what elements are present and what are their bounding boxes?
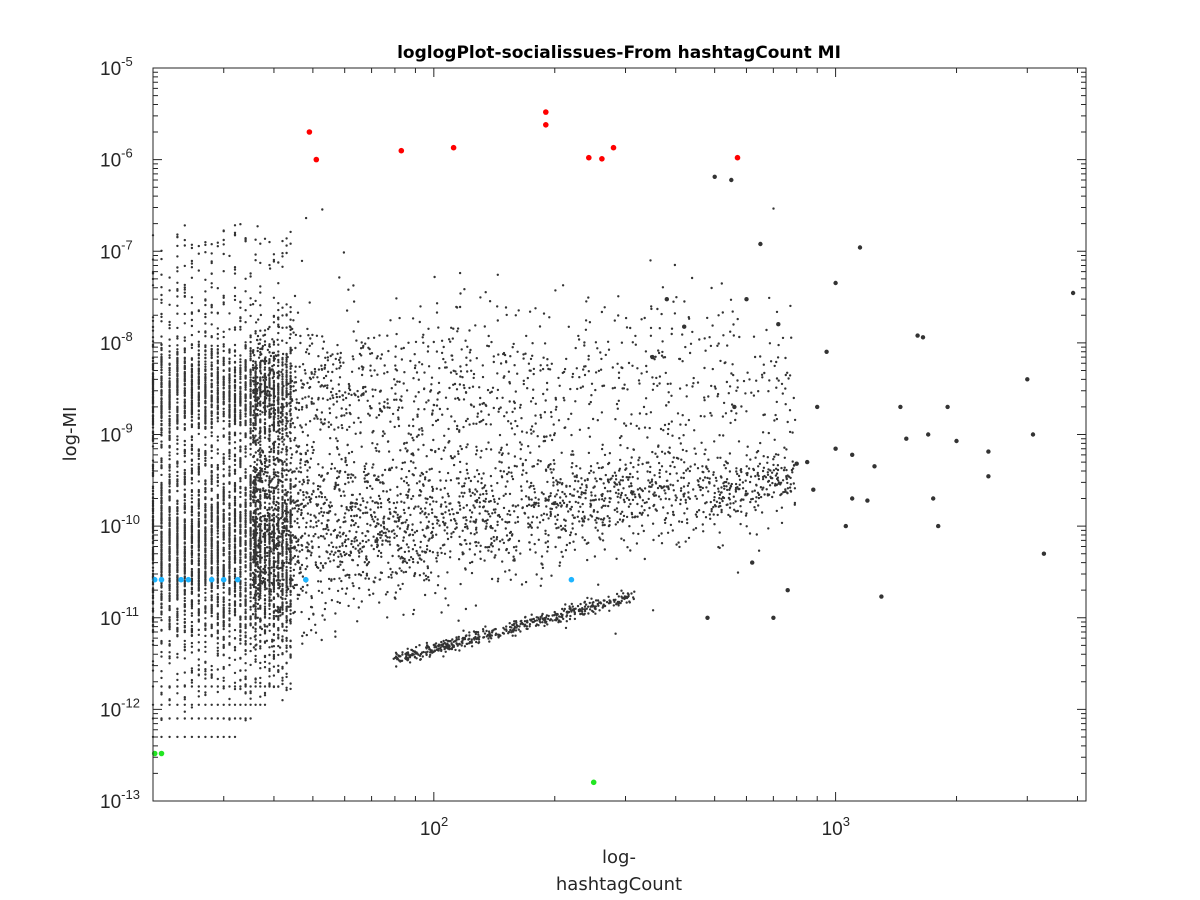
data-point xyxy=(543,122,549,128)
y-tick-label: 10-7 xyxy=(100,237,133,263)
data-point xyxy=(776,322,781,327)
data-point xyxy=(926,432,931,437)
data-point xyxy=(450,144,457,151)
data-point xyxy=(805,459,810,465)
data-point xyxy=(208,576,215,583)
data-point xyxy=(599,156,605,162)
data-point xyxy=(220,576,227,583)
x-axis-label-line-2: hashtagCount xyxy=(556,874,682,895)
data-point xyxy=(811,487,816,492)
data-point xyxy=(1041,551,1047,556)
data-point xyxy=(758,241,763,247)
y-axis-label: log-MI xyxy=(60,407,81,462)
data-point xyxy=(650,354,655,360)
y-tick-label: 10-12 xyxy=(100,695,140,721)
data-point xyxy=(750,560,755,565)
data-point xyxy=(904,436,909,441)
axis-ticks xyxy=(152,67,1086,802)
data-point xyxy=(158,750,165,757)
axis-tick-labels: 10-13 10-12 10-11 10-10 10-9 10-8 10-7 10-6 10-5… xyxy=(100,54,850,840)
x-axis-label-line-1: log- xyxy=(602,847,636,868)
x-tick-label: 102 xyxy=(420,814,448,840)
data-point xyxy=(744,297,749,302)
data-point xyxy=(705,615,710,620)
data-point xyxy=(185,576,192,583)
data-point xyxy=(178,576,184,583)
data-point xyxy=(936,523,941,529)
data-point xyxy=(931,496,936,501)
data-point xyxy=(920,335,926,340)
data-point xyxy=(234,576,241,583)
data-point xyxy=(945,404,950,410)
data-point xyxy=(833,280,838,286)
plot-area xyxy=(153,68,1086,801)
data-point xyxy=(1025,377,1030,382)
data-point xyxy=(732,404,737,410)
y-tick-label: 10-10 xyxy=(100,512,140,538)
scatter-points xyxy=(151,109,1076,786)
y-tick-label: 10-13 xyxy=(100,787,140,813)
data-point xyxy=(824,349,829,354)
data-point xyxy=(543,109,549,115)
data-point xyxy=(850,496,855,501)
x-tick-label: 103 xyxy=(822,814,850,840)
data-point xyxy=(865,498,870,503)
data-point xyxy=(313,156,320,163)
data-point xyxy=(1070,290,1076,296)
data-point xyxy=(586,154,592,161)
data-point xyxy=(610,144,617,151)
y-tick-label: 10-9 xyxy=(100,421,133,447)
data-point xyxy=(843,523,848,529)
data-point xyxy=(879,594,884,599)
y-tick-label: 10-8 xyxy=(100,329,133,355)
data-point xyxy=(306,129,313,135)
data-point xyxy=(590,779,597,786)
data-point xyxy=(857,245,863,250)
data-point xyxy=(664,297,669,302)
data-point xyxy=(954,438,959,444)
data-point xyxy=(986,449,991,454)
data-point xyxy=(1030,432,1036,437)
data-point xyxy=(785,588,790,593)
data-point xyxy=(794,461,799,466)
data-point xyxy=(398,147,405,154)
data-point xyxy=(815,404,820,410)
data-point xyxy=(729,177,734,183)
data-point xyxy=(734,154,741,161)
y-tick-label: 10-5 xyxy=(100,54,133,80)
data-point xyxy=(771,615,776,620)
data-point xyxy=(158,576,165,583)
data-point xyxy=(898,404,903,410)
data-point xyxy=(986,474,991,479)
tick-marks xyxy=(152,67,1086,802)
chart-title: loglogPlot-socialissues-From hashtagCoun… xyxy=(397,43,841,63)
data-point xyxy=(833,446,838,451)
data-point xyxy=(682,324,687,329)
y-tick-label: 10-6 xyxy=(100,146,133,172)
data-point xyxy=(568,576,575,583)
data-point xyxy=(303,576,309,583)
data-point xyxy=(850,452,855,457)
data-point xyxy=(872,464,877,469)
data-point xyxy=(915,333,920,338)
y-tick-label: 10-11 xyxy=(100,604,139,630)
data-point xyxy=(712,174,717,179)
